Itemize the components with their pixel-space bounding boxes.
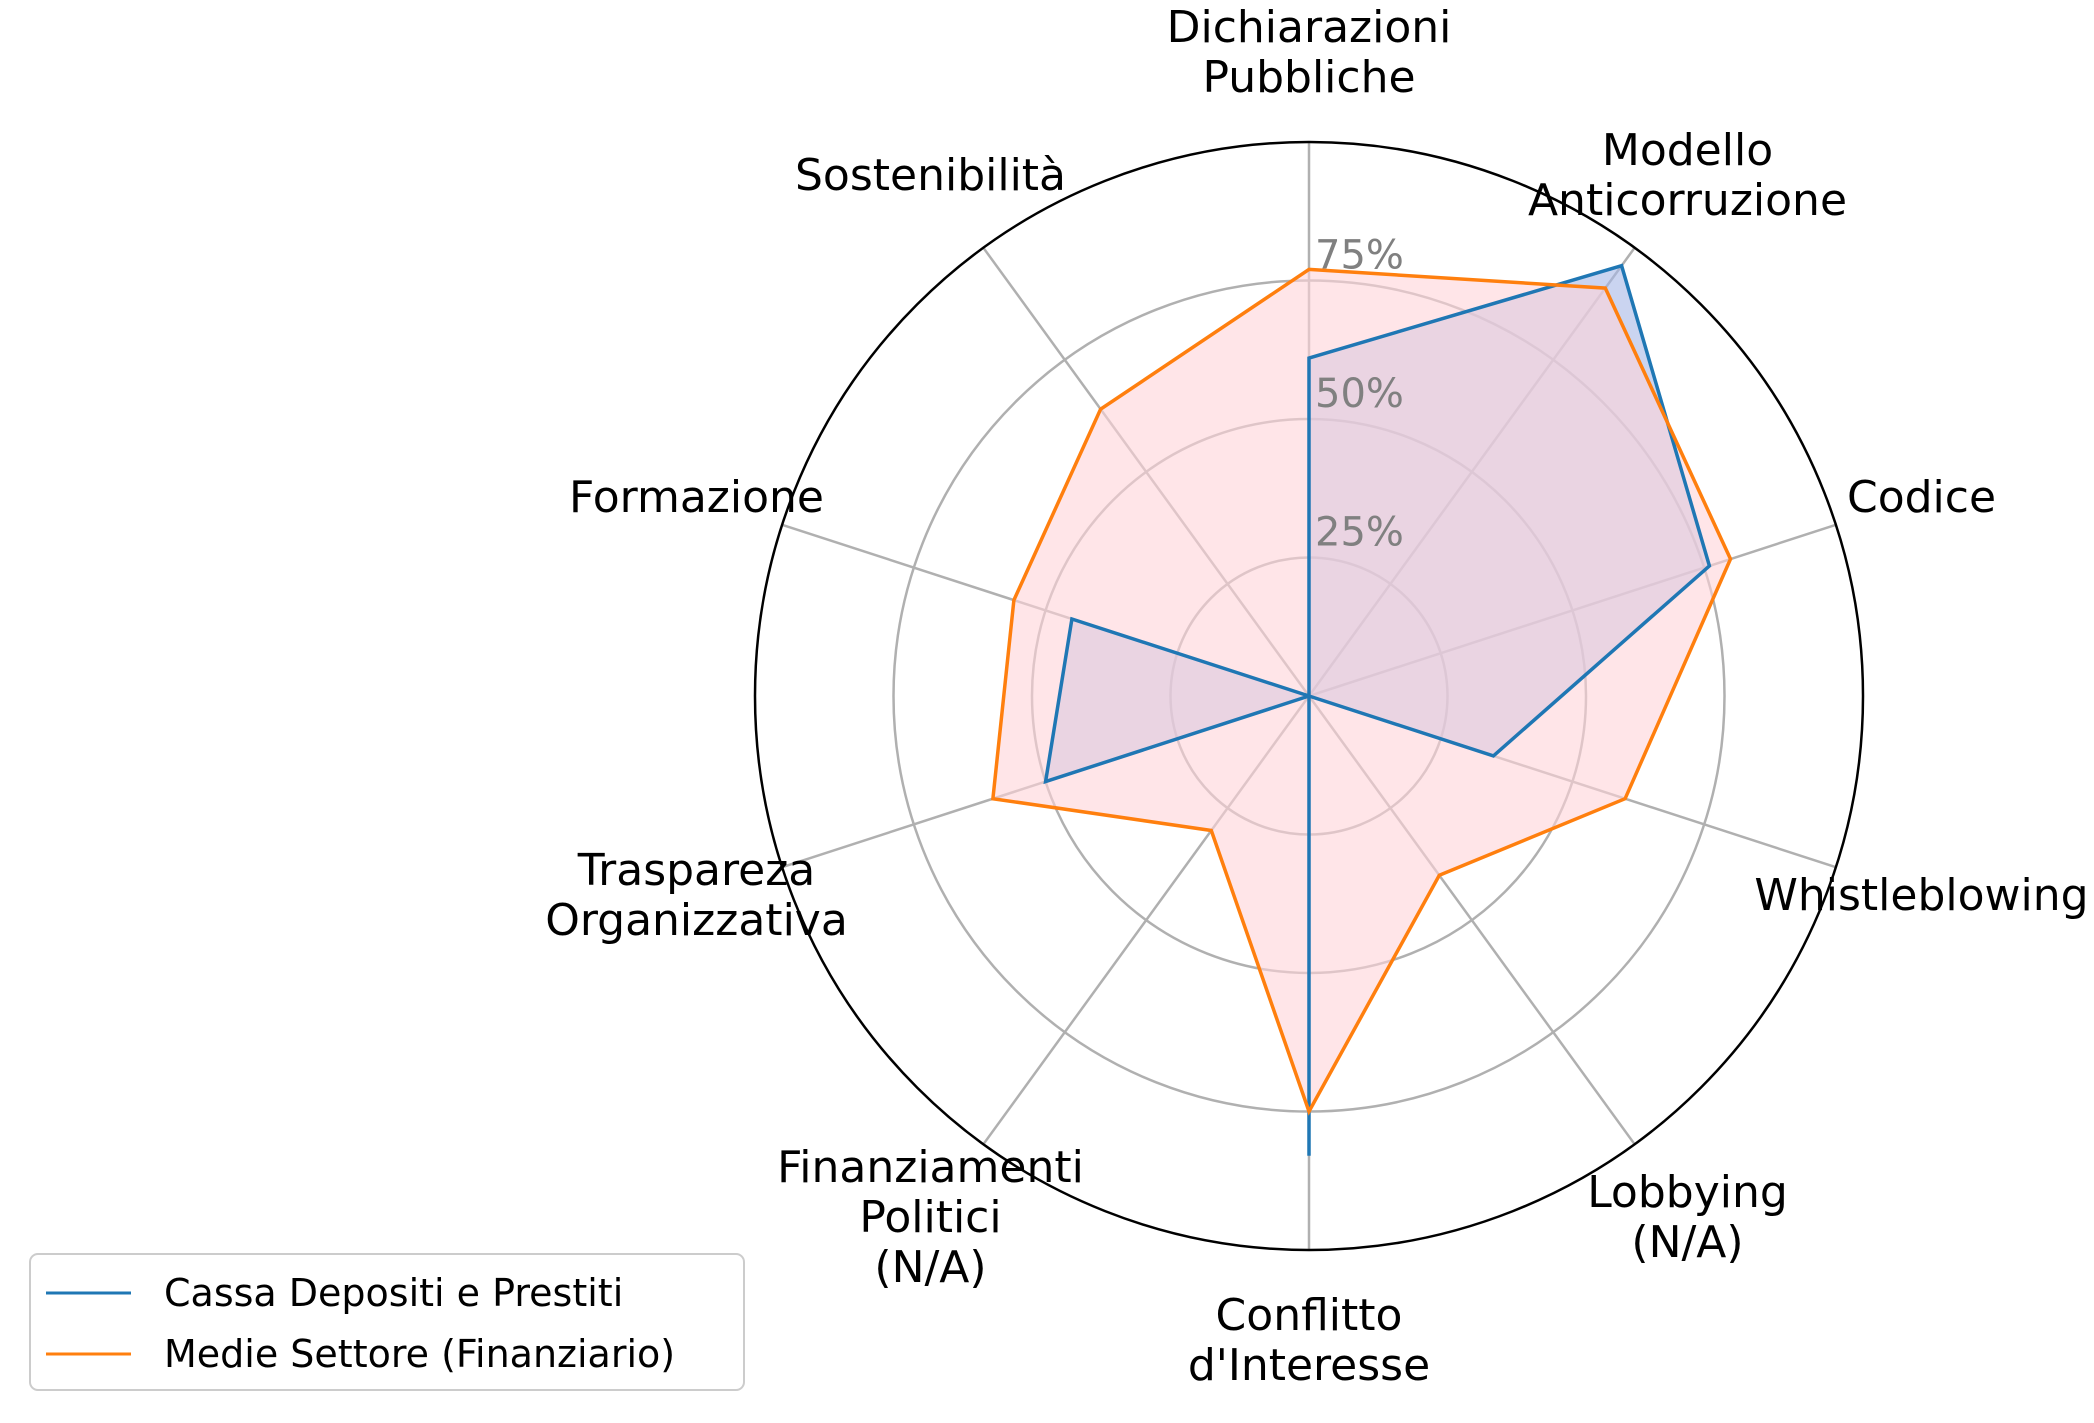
category-label-line: Politici xyxy=(859,1192,1001,1243)
category-label-line: Codice xyxy=(1847,472,1996,523)
category-label-line: Pubbliche xyxy=(1202,52,1415,103)
legend-label-cassa: Cassa Depositi e Prestiti xyxy=(164,1271,623,1315)
line-layer xyxy=(990,263,1733,1156)
category-label-line: Lobbying xyxy=(1587,1167,1788,1218)
series-line-0 xyxy=(1043,263,1712,1156)
category-label-line: Anticorruzione xyxy=(1528,175,1847,226)
category-label-line: Formazione xyxy=(569,472,824,523)
tick-layer: 25% 50% 75% xyxy=(1315,233,1404,556)
category-label-7: Traspareza Organizzativa xyxy=(545,845,848,946)
category-label-line: Traspareza xyxy=(577,845,816,896)
rtick-label-2: 75% xyxy=(1315,233,1404,279)
series-fill-1 xyxy=(992,269,1731,1112)
category-label-1: Modello Anticorruzione xyxy=(1528,125,1847,226)
category-label-4: Lobbying (N/A) xyxy=(1587,1167,1788,1268)
category-label-2: Codice xyxy=(1847,472,1996,523)
category-label-6: Finanziamenti Politici (N/A) xyxy=(777,1142,1084,1293)
legend-label-medie-settore: Medie Settore (Finanziario) xyxy=(164,1332,675,1376)
legend-frame xyxy=(29,1253,745,1391)
category-label-line: (N/A) xyxy=(874,1242,986,1293)
category-label-5: Conflitto d'Interesse xyxy=(1188,1290,1430,1391)
category-label-line: Sostenibilità xyxy=(795,150,1066,201)
category-label-line: Conflitto xyxy=(1216,1290,1403,1341)
category-label-line: Organizzativa xyxy=(545,895,848,946)
category-label-line: d'Interesse xyxy=(1188,1340,1430,1391)
category-label-line: (N/A) xyxy=(1631,1217,1743,1268)
label-layer: Dichiarazioni Pubbliche Modello Anticorruzi… xyxy=(545,2,2088,1391)
series-line-1 xyxy=(990,267,1733,1116)
category-label-line: Whistleblowing xyxy=(1754,870,2088,921)
rtick-label-0: 25% xyxy=(1315,510,1404,556)
legend: Cassa Depositi e Prestiti Medie Settore … xyxy=(29,1253,745,1391)
category-label-0: Dichiarazioni Pubbliche xyxy=(1167,2,1452,103)
category-label-line: Finanziamenti xyxy=(777,1142,1084,1193)
category-label-9: Sostenibilità xyxy=(795,150,1066,201)
category-label-line: Modello xyxy=(1602,125,1773,176)
category-label-3: Whistleblowing xyxy=(1754,870,2088,921)
category-label-line: Dichiarazioni xyxy=(1167,2,1452,53)
fill-layer xyxy=(992,265,1731,1156)
category-label-8: Formazione xyxy=(569,472,824,523)
outer-frame-circle xyxy=(753,140,1865,1252)
rtick-label-1: 50% xyxy=(1315,371,1404,417)
